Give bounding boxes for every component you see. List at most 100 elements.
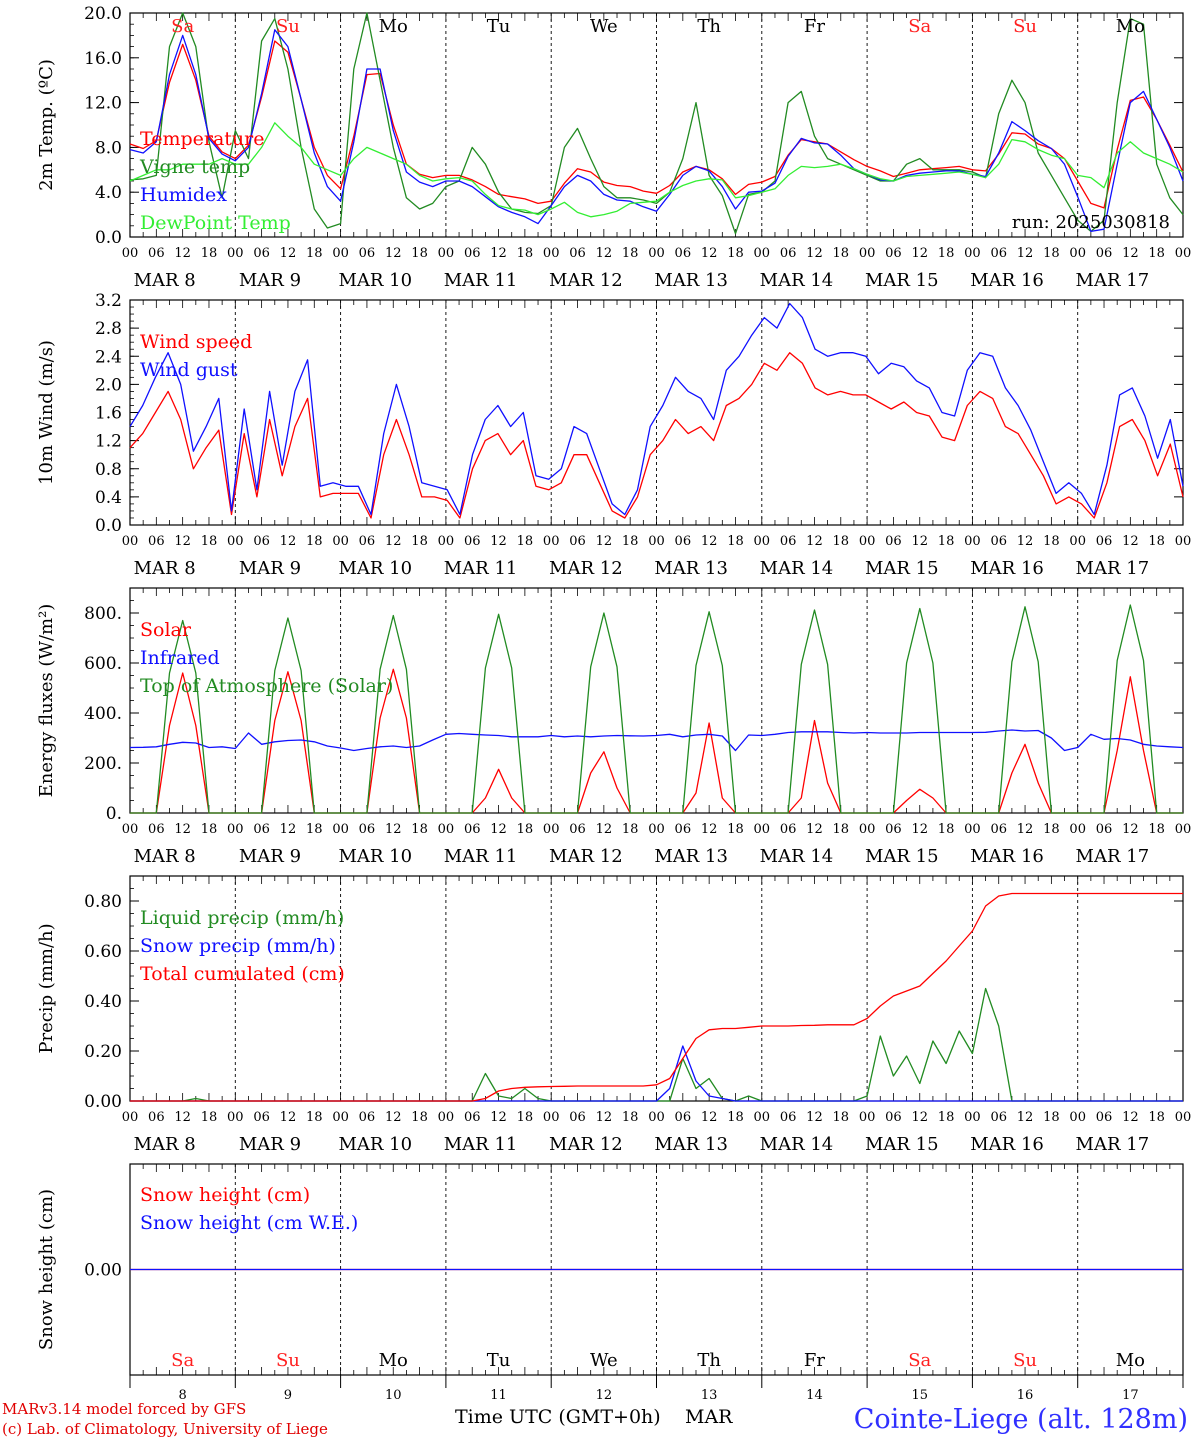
snow-panel: 0.00 Snow height (cm) Snow height (cm) Snow… xyxy=(36,1163,1184,1403)
energy-y-tick-label: 400. xyxy=(84,704,122,724)
temperature-hour-label: 12 xyxy=(911,246,928,261)
precip-hour-label: 00 xyxy=(122,1110,139,1125)
temperature-hour-label: 00 xyxy=(1069,246,1086,261)
temperature-day-name: Th xyxy=(697,16,721,37)
precip-hour-label: 00 xyxy=(1175,1110,1192,1125)
energy-series-line-2 xyxy=(130,604,1183,814)
wind-series-line-1 xyxy=(129,302,1184,516)
wind-hour-label: 12 xyxy=(1122,534,1139,549)
temperature-hour-label: 12 xyxy=(701,246,718,261)
energy-hour-label: 06 xyxy=(148,822,165,837)
temperature-y-tick-label: 16.0 xyxy=(84,49,122,69)
wind-y-tick-label: 1.2 xyxy=(95,432,122,452)
precip-hour-label: 18 xyxy=(622,1110,639,1125)
temperature-hour-label: 18 xyxy=(727,246,744,261)
precip-hour-label: 06 xyxy=(253,1110,270,1125)
wind-hour-label: 18 xyxy=(833,534,850,549)
snow-day-name: Sa xyxy=(908,1350,931,1371)
temperature-date-label: MAR 10 xyxy=(338,270,412,291)
temperature-date-label: MAR 12 xyxy=(549,270,623,291)
precip-hour-label: 18 xyxy=(938,1110,955,1125)
energy-hour-label: 18 xyxy=(517,822,534,837)
precip-date-label: MAR 11 xyxy=(444,1134,518,1155)
temperature-y-tick-label: 20.0 xyxy=(84,4,122,24)
precip-hour-label: 18 xyxy=(1043,1110,1060,1125)
footer-time-axis-label: Time UTC (GMT+0h) xyxy=(455,1406,661,1428)
wind-hour-label: 00 xyxy=(859,534,876,549)
snow-day-number: 10 xyxy=(385,1388,402,1403)
energy-hour-label: 12 xyxy=(701,822,718,837)
energy-hour-label: 18 xyxy=(1148,822,1165,837)
precip-date-label: MAR 17 xyxy=(1076,1134,1150,1155)
precip-date-label: MAR 10 xyxy=(338,1134,412,1155)
precip-hour-label: 12 xyxy=(174,1110,191,1125)
snow-day-name: Mo xyxy=(1116,1350,1145,1371)
temperature-hour-label: 18 xyxy=(1043,246,1060,261)
precip-hour-label: 06 xyxy=(464,1110,481,1125)
precip-hour-label: 06 xyxy=(359,1110,376,1125)
temperature-day-name: We xyxy=(590,16,618,37)
temperature-legend-entry: Humidex xyxy=(140,184,227,206)
precip-y-tick-label: 0.60 xyxy=(84,942,122,962)
wind-y-tick-label: 0.0 xyxy=(95,516,122,536)
wind-plot-frame xyxy=(129,299,1184,526)
precip-date-label: MAR 8 xyxy=(134,1134,196,1155)
wind-legend-entry: Wind gust xyxy=(140,359,238,381)
wind-date-label: MAR 10 xyxy=(338,558,412,579)
wind-hour-label: 12 xyxy=(596,534,613,549)
precip-hour-label: 18 xyxy=(306,1110,323,1125)
wind-hour-label: 12 xyxy=(174,534,191,549)
energy-hour-label: 18 xyxy=(622,822,639,837)
precip-hour-label: 12 xyxy=(385,1110,402,1125)
temperature-date-label: MAR 11 xyxy=(444,270,518,291)
snow-day-number: 8 xyxy=(179,1388,187,1403)
energy-hour-label: 00 xyxy=(1175,822,1192,837)
precip-date-label: MAR 14 xyxy=(760,1134,834,1155)
snow-day-number: 13 xyxy=(701,1388,718,1403)
energy-date-label: MAR 13 xyxy=(654,846,728,867)
snow-day-name: Mo xyxy=(379,1350,408,1371)
energy-hour-label: 12 xyxy=(596,822,613,837)
temperature-day-name: Su xyxy=(1013,16,1037,37)
temperature-legend-entry: Vigne temp xyxy=(139,156,250,178)
wind-hour-label: 06 xyxy=(148,534,165,549)
snow-y-tick-label: 0.00 xyxy=(84,1261,122,1281)
energy-hour-label: 12 xyxy=(385,822,402,837)
wind-hour-label: 18 xyxy=(411,534,428,549)
wind-hour-label: 06 xyxy=(780,534,797,549)
precip-hour-label: 12 xyxy=(596,1110,613,1125)
footer-model-credit: MARv3.14 model forced by GFS xyxy=(2,1400,246,1418)
wind-hour-label: 00 xyxy=(543,534,560,549)
temperature-hour-label: 12 xyxy=(1017,246,1034,261)
wind-hour-label: 12 xyxy=(806,534,823,549)
temperature-hour-label: 00 xyxy=(122,246,139,261)
energy-hour-label: 00 xyxy=(227,822,244,837)
temperature-hour-label: 06 xyxy=(675,246,692,261)
wind-y-tick-label: 0.8 xyxy=(95,460,122,480)
energy-y-axis-title: Energy fluxes (W/m²) xyxy=(36,604,57,798)
precip-hour-label: 06 xyxy=(569,1110,586,1125)
precip-hour-label: 12 xyxy=(911,1110,928,1125)
precip-hour-label: 06 xyxy=(675,1110,692,1125)
energy-hour-label: 06 xyxy=(569,822,586,837)
temperature-series-line-2 xyxy=(129,29,1184,233)
precip-hour-label: 18 xyxy=(1148,1110,1165,1125)
wind-hour-label: 12 xyxy=(490,534,507,549)
energy-plot-frame xyxy=(129,587,1184,814)
wind-date-label: MAR 14 xyxy=(760,558,834,579)
temperature-hour-label: 00 xyxy=(754,246,771,261)
energy-hour-label: 00 xyxy=(859,822,876,837)
temperature-hour-label: 00 xyxy=(964,246,981,261)
wind-hour-label: 00 xyxy=(754,534,771,549)
wind-y-axis-title: 10m Wind (m/s) xyxy=(36,340,57,485)
snow-day-name: Su xyxy=(276,1350,300,1371)
snow-day-number: 11 xyxy=(490,1388,507,1403)
precip-hour-label: 12 xyxy=(1122,1110,1139,1125)
temperature-day-name: Mo xyxy=(1116,16,1145,37)
temperature-date-label: MAR 16 xyxy=(970,270,1044,291)
wind-hour-label: 00 xyxy=(438,534,455,549)
energy-date-label: MAR 16 xyxy=(970,846,1044,867)
energy-date-label: MAR 15 xyxy=(865,846,939,867)
temperature-y-tick-label: 12.0 xyxy=(84,94,122,114)
temperature-date-label: MAR 8 xyxy=(134,270,196,291)
